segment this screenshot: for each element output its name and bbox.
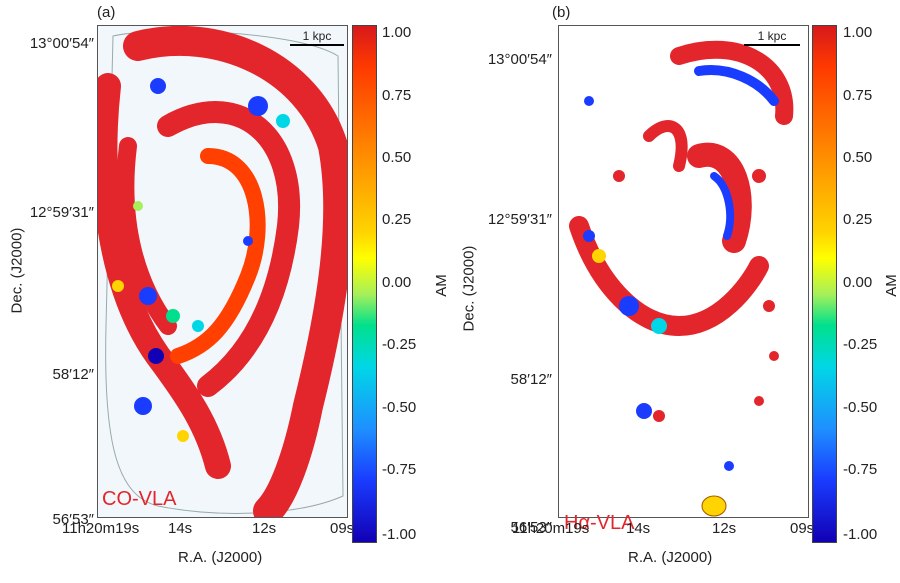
cbar-tick-a-0: 1.00	[382, 24, 412, 41]
x-tick-a-0: 11h20m19s	[62, 520, 140, 537]
panel-a: (a) 13°00′54″ 12°59′31″ 58′12″ 56′53″ De…	[8, 4, 450, 566]
patch-green-1	[166, 309, 180, 323]
patch-blue-6	[150, 78, 166, 94]
am-map-a-svg	[98, 26, 347, 517]
y-tick-b-1: 12°59′31″	[487, 211, 552, 228]
cbar-tick-b-6: -0.50	[843, 399, 878, 416]
cbar-tick-b-0: 1.00	[843, 24, 873, 41]
panel-b: (b) 13°00′54″ 12°59′31″ 58′12″ 56′53″ De…	[450, 0, 900, 583]
colorbar-b	[812, 25, 837, 543]
cbar-tick-b-3: 0.25	[843, 211, 873, 228]
cbar-tick-a-4: 0.00	[382, 274, 412, 291]
patch-blue-1	[248, 96, 268, 116]
cbar-tick-b-2: 0.50	[843, 149, 873, 166]
cbar-tick-b-8: -1.00	[843, 526, 878, 543]
halpha-patch-blue-1	[619, 296, 639, 316]
patch-blue-3	[148, 348, 164, 364]
halpha-knot-south	[701, 495, 727, 517]
y-tick-a-2: 58′12″	[52, 366, 95, 383]
y-tick-b-2: 58′12″	[510, 371, 553, 388]
x-tick-a-1: 14s	[168, 520, 193, 537]
halpha-knot-3	[752, 169, 766, 183]
cbar-tick-b-1: 0.75	[843, 87, 873, 104]
x-tick-a-2: 12s	[252, 520, 277, 537]
scalebar-b-bar	[744, 44, 800, 46]
arm-inner-west	[116, 137, 177, 335]
cbar-tick-a-2: 0.50	[382, 149, 412, 166]
cbar-tick-b-5: -0.25	[843, 336, 878, 353]
halpha-patch-cyan-1	[651, 318, 667, 334]
am-map-b	[558, 25, 809, 518]
halpha-bar	[687, 142, 752, 253]
panel-label-a: (a)	[97, 4, 116, 21]
arm-inner-east	[157, 101, 301, 397]
arm-inner-core	[170, 148, 266, 364]
y-axis-title-a: Dec. (J2000)	[8, 227, 26, 314]
halpha-arm-north-blue	[694, 65, 779, 106]
panel-label-b: (b)	[552, 4, 571, 21]
patch-blue-4	[134, 397, 152, 415]
patch-blue-5	[243, 236, 253, 246]
scalebar-b-label: 1 kpc	[757, 29, 787, 43]
scalebar-b: 1 kpc	[744, 29, 800, 46]
am-map-a	[97, 25, 348, 518]
y-tick-a-0: 13°00′54″	[29, 35, 94, 52]
cbar-tick-a-5: -0.25	[382, 336, 417, 353]
colorbar-title-a: AM	[432, 274, 450, 297]
y-tick-a-3: 56′53″	[52, 511, 95, 528]
cbar-tick-a-7: -0.75	[382, 461, 417, 478]
x-tick-b-1: 14s	[626, 520, 651, 537]
halpha-patch-blue-2	[583, 230, 595, 242]
arm-outer-east	[123, 26, 347, 517]
cbar-tick-b-4: 0.00	[843, 274, 873, 291]
y-tick-b-0: 13°00′54″	[487, 51, 552, 68]
y-tick-b-3: 56′53″	[510, 519, 553, 536]
patch-blue-2	[139, 287, 157, 305]
scalebar-a-label: 1 kpc	[302, 29, 332, 43]
halpha-knot-1	[643, 120, 688, 172]
x-tick-b-0: 11h20m19s	[512, 520, 590, 537]
am-map-b-svg	[569, 40, 794, 517]
halpha-patch-blue-4	[584, 96, 594, 106]
halpha-knot-2	[613, 170, 625, 182]
halpha-knot-5	[769, 351, 779, 361]
halpha-arm-north	[670, 40, 794, 125]
patch-yellow-2	[177, 430, 189, 442]
cbar-tick-a-3: 0.25	[382, 211, 412, 228]
halpha-knot-4	[763, 300, 775, 312]
patch-cyan-1	[276, 114, 290, 128]
cbar-tick-a-6: -0.50	[382, 399, 417, 416]
x-tick-b-2: 12s	[712, 520, 737, 537]
halpha-patch-yellow-1	[592, 249, 606, 263]
halpha-bar-blue	[710, 172, 735, 240]
halpha-knot-6	[653, 410, 665, 422]
scalebar-a-bar	[290, 44, 344, 46]
y-axis-title-b: Dec. (J2000)	[460, 245, 478, 332]
corner-label-b: Hα-VLA	[564, 512, 635, 534]
y-tick-a-1: 12°59′31″	[29, 204, 94, 221]
halpha-knot-7	[754, 396, 764, 406]
x-axis-title-b: R.A. (J2000)	[628, 549, 713, 566]
halpha-patch-blue-5	[724, 461, 734, 471]
cbar-tick-a-8: -1.00	[382, 526, 417, 543]
halpha-patch-blue-3	[636, 403, 652, 419]
x-tick-a-3: 09s	[330, 520, 355, 537]
cbar-tick-a-1: 0.75	[382, 87, 412, 104]
patch-yellow-1	[112, 280, 124, 292]
scalebar-a: 1 kpc	[290, 29, 344, 46]
corner-label-a: CO-VLA	[102, 488, 177, 510]
halpha-arm-south	[569, 216, 769, 337]
colorbar-a	[352, 25, 377, 543]
colorbar-title-b: AM	[882, 274, 900, 297]
x-axis-title-a: R.A. (J2000)	[178, 549, 263, 566]
cbar-tick-b-7: -0.75	[843, 461, 878, 478]
x-tick-b-3: 09s	[790, 520, 815, 537]
patch-cyan-2	[192, 320, 204, 332]
patch-green-2	[133, 201, 143, 211]
arm-outer-west	[98, 73, 231, 479]
